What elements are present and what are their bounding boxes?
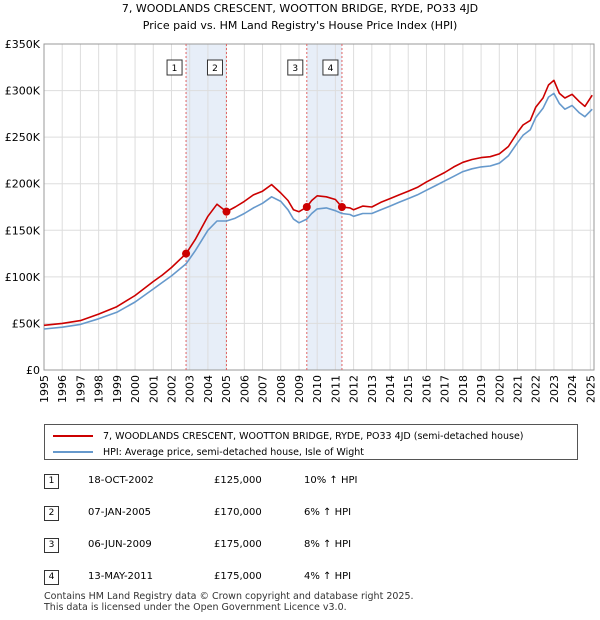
x-tick-label: 2020 — [493, 375, 506, 403]
x-tick-label: 2021 — [512, 375, 525, 403]
series-line — [43, 92, 593, 330]
legend-item-hpi: HPI: Average price, semi-detached house,… — [53, 444, 364, 460]
sale-marker-badge: 3 — [44, 538, 59, 553]
sale-point — [182, 249, 191, 258]
x-tick-label: 2003 — [184, 375, 197, 403]
sale-price: £170,000 — [214, 507, 262, 518]
legend: 7, WOODLANDS CRESCENT, WOOTTON BRIDGE, R… — [44, 424, 578, 460]
legend-swatch-hpi — [53, 451, 93, 453]
x-tick-label: 2023 — [548, 375, 561, 403]
sale-row: 1 18-OCT-2002 £125,000 10% ↑ HPI — [44, 470, 584, 494]
price-chart: 7, WOODLANDS CRESCENT, WOOTTON BRIDGE, R… — [5, 2, 598, 403]
x-tick-label: 2025 — [584, 375, 597, 403]
sale-price: £175,000 — [214, 571, 262, 582]
y-tick-label: £350K — [5, 38, 41, 51]
sale-marker-badge: 1 — [44, 474, 59, 489]
y-tick-label: £0 — [26, 364, 40, 377]
legend-label-hpi: HPI: Average price, semi-detached house,… — [103, 446, 365, 458]
sale-hpi-change: 8% ↑ HPI — [304, 539, 352, 550]
y-tick-label: £150K — [5, 224, 41, 237]
x-tick-label: 2007 — [257, 375, 270, 403]
sale-date: 07-JAN-2005 — [88, 507, 152, 518]
x-tick-label: 2018 — [457, 375, 470, 403]
x-tick-label: 1999 — [111, 375, 124, 403]
chart-title: 7, WOODLANDS CRESCENT, WOOTTON BRIDGE, R… — [122, 2, 478, 15]
x-tick-label: 2012 — [348, 375, 361, 403]
x-tick-label: 2008 — [275, 375, 288, 403]
sale-price: £175,000 — [214, 539, 262, 550]
sale-hpi-change: 6% ↑ HPI — [304, 507, 352, 518]
y-tick-label: £300K — [5, 85, 41, 98]
attribution-line-1: Contains HM Land Registry data © Crown c… — [44, 591, 414, 602]
sale-date: 18-OCT-2002 — [88, 475, 154, 486]
sale-marker-box — [322, 59, 339, 76]
x-tick-label: 2016 — [420, 375, 433, 403]
legend-label-property: 7, WOODLANDS CRESCENT, WOOTTON BRIDGE, R… — [103, 430, 524, 442]
x-tick-label: 2019 — [475, 375, 488, 403]
sale-marker-label: 1 — [172, 64, 178, 74]
x-tick-label: 2009 — [293, 375, 306, 403]
x-tick-label: 2002 — [165, 375, 178, 403]
x-tick-label: 2014 — [384, 375, 397, 403]
sale-date: 13-MAY-2011 — [88, 571, 154, 582]
series-line — [43, 79, 593, 327]
sale-marker-box — [287, 59, 304, 76]
y-tick-label: £250K — [5, 131, 41, 144]
x-tick-label: 2015 — [402, 375, 415, 403]
y-tick-label: £200K — [5, 178, 41, 191]
sale-period-shade — [306, 44, 342, 370]
legend-item-property: 7, WOODLANDS CRESCENT, WOOTTON BRIDGE, R… — [53, 428, 524, 444]
sale-price: £125,000 — [214, 475, 262, 486]
x-tick-label: 2000 — [129, 375, 142, 403]
sale-hpi-change: 4% ↑ HPI — [304, 571, 352, 582]
y-tick-label: £50K — [12, 317, 41, 330]
attribution-line-2: This data is licensed under the Open Gov… — [44, 602, 347, 613]
sale-hpi-change: 10% ↑ HPI — [304, 475, 358, 486]
x-tick-label: 2001 — [147, 375, 160, 403]
x-tick-label: 2004 — [202, 375, 215, 403]
plot-border — [43, 43, 595, 371]
attribution-footer: Contains HM Land Registry data © Crown c… — [44, 591, 414, 613]
sale-marker-label: 4 — [328, 64, 334, 74]
sale-marker-label: 3 — [292, 64, 298, 74]
x-tick-label: 2011 — [329, 375, 342, 403]
sale-row: 2 07-JAN-2005 £170,000 6% ↑ HPI — [44, 502, 584, 526]
sale-marker-badge: 4 — [44, 570, 59, 585]
sale-marker-badge: 2 — [44, 506, 59, 521]
y-tick-label: £100K — [5, 271, 41, 284]
sale-point — [337, 203, 346, 211]
x-tick-label: 2013 — [366, 375, 379, 403]
x-tick-label: 2010 — [311, 375, 324, 403]
sale-marker-label: 2 — [212, 64, 218, 74]
x-tick-label: 1998 — [93, 375, 106, 403]
x-tick-label: 1996 — [56, 375, 69, 403]
sale-point — [302, 203, 311, 211]
x-tick-label: 2017 — [439, 375, 452, 403]
sale-marker-box — [206, 59, 223, 76]
legend-swatch-property — [53, 435, 93, 437]
x-tick-label: 2024 — [566, 375, 579, 403]
chart-subtitle: Price paid vs. HM Land Registry's House … — [143, 19, 458, 32]
sale-date: 06-JUN-2009 — [88, 539, 152, 550]
sale-marker-box — [166, 59, 183, 76]
x-tick-label: 1997 — [74, 375, 87, 403]
sale-point — [222, 207, 231, 216]
x-tick-label: 2006 — [238, 375, 251, 403]
sale-row: 4 13-MAY-2011 £175,000 4% ↑ HPI — [44, 566, 584, 590]
x-tick-label: 1995 — [38, 375, 51, 403]
x-tick-label: 2022 — [530, 375, 543, 403]
sale-row: 3 06-JUN-2009 £175,000 8% ↑ HPI — [44, 534, 584, 558]
x-tick-label: 2005 — [220, 375, 233, 403]
